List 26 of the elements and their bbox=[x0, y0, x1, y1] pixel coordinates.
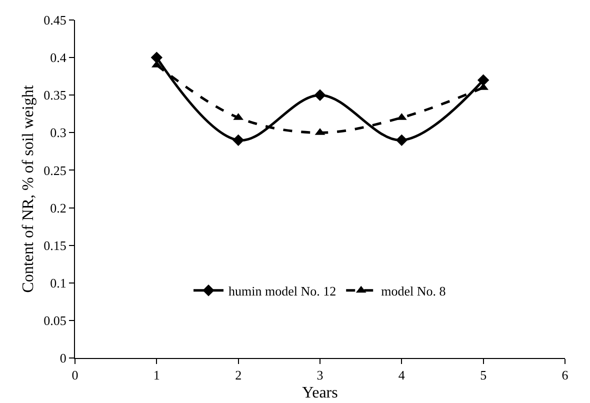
point bbox=[314, 89, 326, 101]
y-tick-label: 0.2 bbox=[50, 200, 66, 216]
y-tick-label: 0.45 bbox=[44, 12, 66, 28]
point bbox=[232, 134, 244, 146]
y-tick-label: 0.4 bbox=[50, 50, 67, 66]
x-axis-title: Years bbox=[302, 384, 338, 402]
y-tick-label: 0.15 bbox=[44, 238, 66, 253]
y-tick-label: 0.1 bbox=[50, 275, 66, 290]
x-tick-label: 3 bbox=[316, 368, 324, 383]
y-tick-label: 0 bbox=[60, 350, 66, 366]
x-tick-label: 0 bbox=[72, 368, 78, 383]
legend-label: model No. 8 bbox=[381, 283, 446, 298]
point bbox=[477, 74, 490, 86]
point bbox=[396, 134, 408, 146]
x-tick-label: 2 bbox=[235, 368, 242, 383]
y-tick-label: 0.3 bbox=[50, 125, 66, 140]
x-tick-label: 5 bbox=[480, 368, 487, 383]
y-axis-title: Content of NR, % of soil weight bbox=[20, 84, 37, 293]
y-tick-label: 0.35 bbox=[44, 88, 66, 103]
x-tick-label: 6 bbox=[562, 368, 569, 383]
x-tick-label: 4 bbox=[398, 368, 406, 383]
y-tick-label: 0.25 bbox=[44, 162, 66, 178]
x-tick-label: 1 bbox=[153, 368, 160, 383]
y-tick-label: 0.05 bbox=[44, 312, 66, 328]
point bbox=[150, 52, 163, 64]
legend-label: humin model No. 12 bbox=[228, 283, 336, 298]
